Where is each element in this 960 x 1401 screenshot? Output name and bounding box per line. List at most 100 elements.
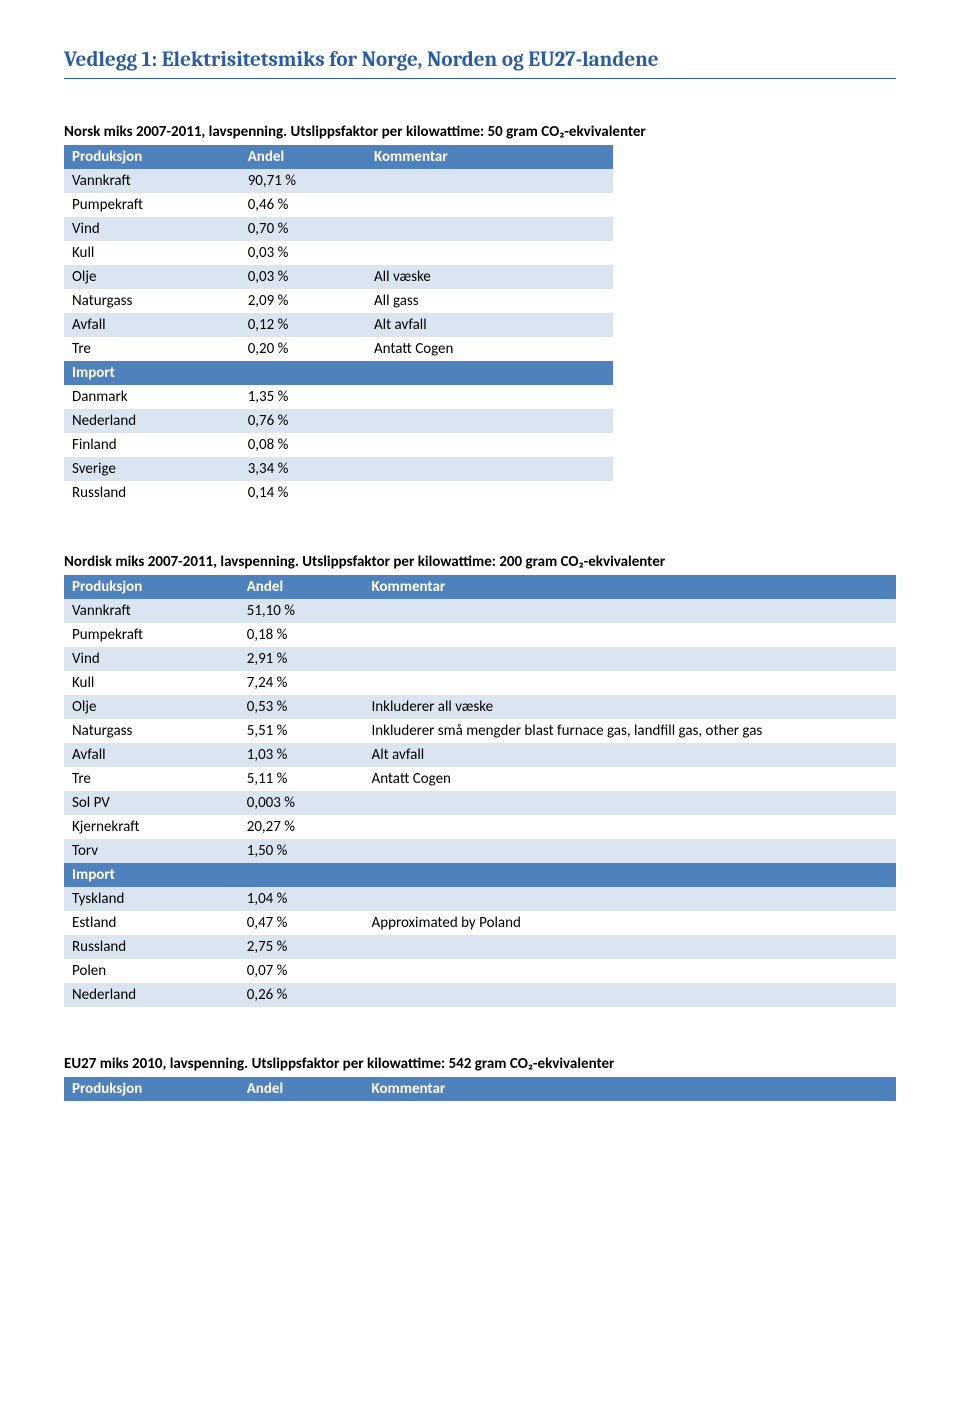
cell: Russland [64,481,240,505]
cell [364,623,896,647]
cell: Tre [64,337,240,361]
cell [364,647,896,671]
cell [364,983,896,1007]
table-row: Torv1,50 % [64,839,896,863]
cell: Vind [64,647,239,671]
table-row: Vannkraft90,71 % [64,169,613,193]
cell: 1,35 % [240,385,366,409]
table-row: Tre5,11 %Antatt Cogen [64,767,896,791]
cell: 5,11 % [239,767,364,791]
cell: 0,003 % [239,791,364,815]
cell: 0,26 % [239,983,364,1007]
table-row: Kull7,24 % [64,671,896,695]
cell [364,959,896,983]
cell: 2,91 % [239,647,364,671]
col-produksjon: Produksjon [64,145,240,169]
table-row: Olje0,03 %All væske [64,265,613,289]
table-row: Naturgass5,51 %Inkluderer små mengder bl… [64,719,896,743]
table2-header-row: Produksjon Andel Kommentar [64,575,896,599]
cell [366,169,613,193]
col-kommentar: Kommentar [366,145,613,169]
table-row: Sverige3,34 % [64,457,613,481]
cell: 51,10 % [239,599,364,623]
cell: Nederland [64,409,240,433]
table1: Produksjon Andel Kommentar Vannkraft90,7… [64,145,613,505]
cell: Tyskland [64,887,239,911]
col-produksjon: Produksjon [64,575,239,599]
table-row: Vind2,91 % [64,647,896,671]
cell: Sverige [64,457,240,481]
table-row: Polen0,07 % [64,959,896,983]
table-row: Kull0,03 % [64,241,613,265]
table-row: Vind0,70 % [64,217,613,241]
cell [364,599,896,623]
table-row: Nederland0,26 % [64,983,896,1007]
cell [364,671,896,695]
cell: Pumpekraft [64,193,240,217]
cell [366,481,613,505]
cell: 1,50 % [239,839,364,863]
cell: Pumpekraft [64,623,239,647]
cell [364,935,896,959]
table1-header-row: Produksjon Andel Kommentar [64,145,613,169]
cell: Approximated by Poland [364,911,896,935]
cell: Danmark [64,385,240,409]
cell: Antatt Cogen [364,767,896,791]
table-row: Russland0,14 % [64,481,613,505]
cell: 0,18 % [239,623,364,647]
cell: Torv [64,839,239,863]
table-row: Tre0,20 %Antatt Cogen [64,337,613,361]
cell [366,241,613,265]
table-row: Estland0,47 %Approximated by Poland [64,911,896,935]
cell: Kull [64,241,240,265]
cell: 0,20 % [240,337,366,361]
cell [366,457,613,481]
cell: 1,03 % [239,743,364,767]
cell: Kjernekraft [64,815,239,839]
cell [366,217,613,241]
table-row: Olje0,53 %Inkluderer all væske [64,695,896,719]
table3: Produksjon Andel Kommentar [64,1077,896,1101]
cell: 0,47 % [239,911,364,935]
table-row: Danmark1,35 % [64,385,613,409]
col-produksjon: Produksjon [64,1077,239,1101]
cell: Tre [64,767,239,791]
cell: Alt avfall [364,743,896,767]
table-row: Finland0,08 % [64,433,613,457]
cell: Inkluderer all væske [364,695,896,719]
table-row: Naturgass2,09 %All gass [64,289,613,313]
table-row: Avfall0,12 %Alt avfall [64,313,613,337]
cell [364,887,896,911]
cell: 0,53 % [239,695,364,719]
cell [364,839,896,863]
cell: 1,04 % [239,887,364,911]
cell: Sol PV [64,791,239,815]
col-andel: Andel [239,575,364,599]
cell: Vannkraft [64,599,239,623]
table3-header-row: Produksjon Andel Kommentar [64,1077,896,1101]
table-row: Russland2,75 % [64,935,896,959]
cell: 0,08 % [240,433,366,457]
cell: 5,51 % [239,719,364,743]
cell: Alt avfall [366,313,613,337]
cell: 0,14 % [240,481,366,505]
cell: Olje [64,695,239,719]
table-row: Pumpekraft0,46 % [64,193,613,217]
table3-caption: EU27 miks 2010, lavspenning. Utslippsfak… [64,1055,896,1073]
cell: Vannkraft [64,169,240,193]
cell: Naturgass [64,719,239,743]
table-row: Kjernekraft20,27 % [64,815,896,839]
table2: Produksjon Andel Kommentar Vannkraft51,1… [64,575,896,1007]
table-row: Tyskland1,04 % [64,887,896,911]
table-row: Sol PV0,003 % [64,791,896,815]
col-kommentar: Kommentar [364,575,896,599]
page-title: Vedlegg 1: Elektrisitetsmiks for Norge, … [64,48,896,79]
table-row: Avfall1,03 %Alt avfall [64,743,896,767]
cell: Vind [64,217,240,241]
table-row: Pumpekraft0,18 % [64,623,896,647]
cell [366,433,613,457]
cell: 0,12 % [240,313,366,337]
cell: Naturgass [64,289,240,313]
cell [364,791,896,815]
cell: 3,34 % [240,457,366,481]
